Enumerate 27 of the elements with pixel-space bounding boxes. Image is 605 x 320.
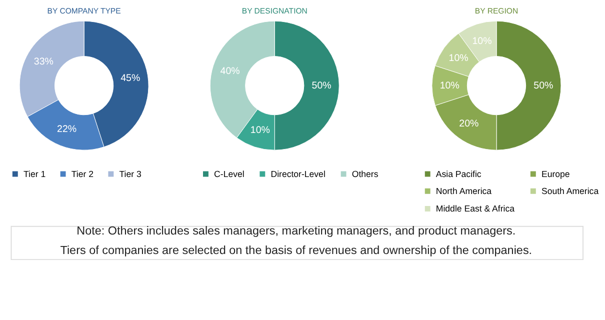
data-label: 50% xyxy=(312,80,332,92)
legend-label: Others xyxy=(352,168,379,179)
data-label: 20% xyxy=(459,118,480,130)
chart-title: BY COMPANY TYPE xyxy=(47,6,121,16)
legend-label: Tier 2 xyxy=(71,168,94,179)
legend-label: South America xyxy=(541,186,599,196)
data-label: 33% xyxy=(34,56,54,68)
data-label: 10% xyxy=(472,36,492,47)
data-label: 10% xyxy=(250,125,270,136)
text: Tiers of companies are selected on the basis of revenues and ownership of the companies. xyxy=(60,244,532,258)
legend-label: North America xyxy=(436,186,492,196)
data-label: 40% xyxy=(220,66,240,78)
legend-label: C-Level xyxy=(214,168,244,179)
chart-title: BY DESIGNATION xyxy=(242,6,308,16)
data-label: 10% xyxy=(440,80,460,92)
legend-label: Europe xyxy=(541,168,570,179)
text: Note: Others includes sales managers, marketing managers, and product managers. xyxy=(76,224,516,238)
data-label: 50% xyxy=(534,80,554,92)
legend-label: Middle East & Africa xyxy=(436,204,515,214)
data-label: 45% xyxy=(120,73,140,84)
data-label: 22% xyxy=(57,124,77,136)
data-label: 10% xyxy=(448,52,469,64)
legend-label: Asia Pacific xyxy=(436,168,482,179)
legend-label: Tier 3 xyxy=(119,168,142,179)
legend-label: Director-Level xyxy=(270,168,326,179)
legend-label: Tier 1 xyxy=(23,168,46,179)
chart-title: BY REGION xyxy=(474,6,518,16)
